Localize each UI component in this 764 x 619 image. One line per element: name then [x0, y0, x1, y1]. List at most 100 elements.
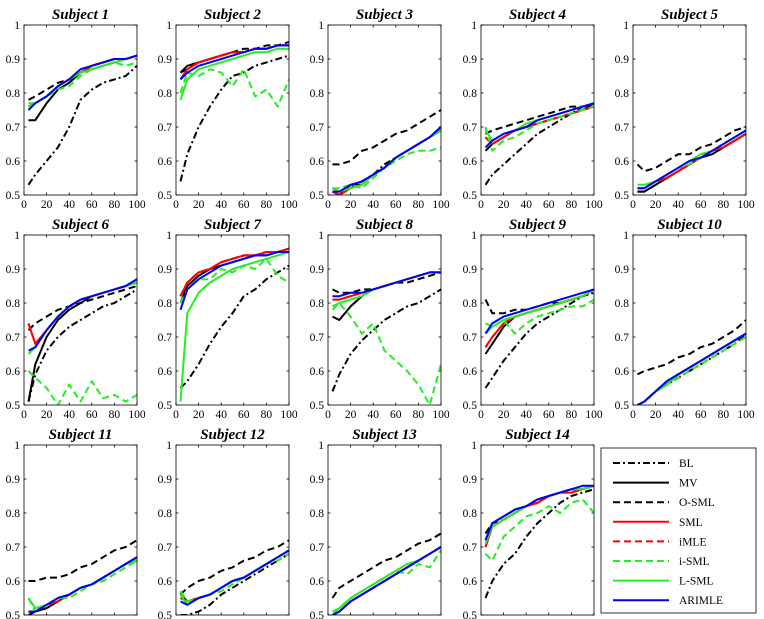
x-tick-label: 40	[215, 409, 227, 421]
y-tick-label: 0.6	[463, 156, 478, 168]
series-group	[484, 102, 594, 186]
series-line-o-sml	[637, 319, 746, 376]
legend-label: ARIMLE	[679, 595, 723, 607]
y-tick-label: 0.6	[158, 366, 173, 378]
series-line-arimle	[179, 44, 289, 81]
y-tick-label: 0.9	[615, 54, 630, 66]
series-line-bl	[179, 54, 289, 182]
series-group	[27, 539, 137, 615]
y-tick-label: 0.8	[310, 508, 325, 520]
y-tick-label: 1	[318, 230, 324, 242]
subplot-title: Subject 7	[204, 217, 262, 233]
x-tick-label: 0	[21, 409, 27, 421]
subplot-5: Subject 5 0 20 40 60 80 100 0.5 0.6 0.7 0.8 0.9 1	[615, 7, 755, 211]
y-tick-label: 0.9	[158, 54, 173, 66]
y-tick-label: 0.5	[463, 610, 478, 619]
x-tick-label: 20	[650, 199, 662, 211]
y-tick-label: 0.7	[463, 542, 478, 554]
x-tick-label: 100	[737, 199, 755, 211]
subplot-title: Subject 8	[356, 217, 414, 233]
x-tick-label: 80	[261, 409, 273, 421]
series-line-arimle	[484, 102, 594, 149]
x-tick-label: 80	[413, 409, 425, 421]
y-tick-label: 1	[623, 20, 629, 32]
y-tick-label: 0.9	[310, 264, 325, 276]
y-tick-label: 0.8	[615, 298, 630, 310]
x-tick-label: 40	[215, 199, 227, 211]
plot-area	[176, 25, 289, 195]
y-tick-label: 0.7	[615, 122, 630, 134]
subplot-title: Subject 14	[505, 427, 570, 443]
plot-area	[481, 25, 594, 195]
x-tick-label: 100	[432, 199, 450, 211]
axes-frame	[175, 234, 290, 406]
subplot-title: Subject 4	[509, 7, 567, 23]
x-tick-label: 60	[390, 409, 402, 421]
y-tick-label: 0.5	[615, 400, 630, 412]
y-tick-label: 1	[166, 440, 172, 452]
subplot-9: Subject 9 0 20 40 60 80 100 0.5 0.6 0.7 0.8 0.9 1	[463, 217, 603, 421]
x-tick-label: 60	[695, 199, 707, 211]
x-tick-label: 40	[672, 409, 684, 421]
x-tick-label: 20	[193, 199, 205, 211]
y-tick-label: 0.8	[158, 508, 173, 520]
legend-label: L-SML	[679, 576, 714, 588]
y-tick-label: 0.9	[158, 474, 173, 486]
series-line-l-sml	[179, 47, 289, 101]
plot-area	[328, 235, 441, 405]
y-tick-label: 1	[14, 440, 20, 452]
series-line-o-sml	[27, 285, 137, 331]
axes-frame	[480, 444, 595, 616]
y-tick-label: 0.8	[158, 298, 173, 310]
x-tick-label: 20	[498, 409, 510, 421]
x-tick-label: 40	[367, 199, 379, 211]
y-tick-label: 0.6	[158, 156, 173, 168]
legend-label: MV	[679, 478, 698, 490]
y-tick-label: 0.8	[6, 298, 21, 310]
series-line-o-sml	[28, 539, 137, 582]
series-group	[331, 532, 441, 615]
subplot-title: Subject 6	[52, 217, 110, 233]
y-tick-label: 0.8	[615, 88, 630, 100]
x-tick-label: 40	[367, 409, 379, 421]
series-line-arimle	[484, 288, 594, 335]
series-line-arimle	[637, 129, 746, 190]
series-line-o-sml	[332, 271, 441, 294]
x-tick-label: 100	[280, 199, 298, 211]
legend-box	[600, 447, 757, 614]
y-tick-label: 0.6	[463, 366, 478, 378]
y-tick-label: 0.7	[463, 122, 478, 134]
x-tick-label: 0	[21, 199, 27, 211]
y-tick-label: 0.8	[463, 508, 478, 520]
subplot-title: Subject 12	[200, 427, 265, 443]
y-tick-label: 0.7	[310, 542, 325, 554]
subplot-title: Subject 10	[657, 217, 722, 233]
y-tick-label: 0.7	[158, 332, 173, 344]
x-tick-label: 60	[86, 199, 98, 211]
x-tick-label: 20	[41, 199, 53, 211]
series-line-arimle	[27, 54, 137, 111]
subplot-10: Subject 10 0 20 40 60 80 100 0.5 0.6 0.7 0.8 0.9 1	[615, 217, 755, 421]
x-tick-label: 100	[432, 409, 450, 421]
series-line-imle	[179, 247, 289, 297]
subplot-4: Subject 4 0 20 40 60 80 100 0.5 0.6 0.7 0.8 0.9 1	[463, 7, 603, 211]
axes-frame	[175, 444, 290, 616]
y-tick-label: 1	[318, 440, 324, 452]
x-tick-label: 80	[261, 199, 273, 211]
y-tick-label: 0.5	[6, 190, 21, 202]
x-tick-label: 20	[345, 199, 357, 211]
subplot-title: Subject 9	[509, 217, 567, 233]
series-line-o-sml	[332, 109, 441, 166]
axes-frame	[632, 234, 747, 406]
subplot-8: Subject 8 0 20 40 60 80 100 0.5 0.6 0.7 0.8 0.9 1	[310, 217, 450, 421]
y-tick-label: 1	[471, 230, 477, 242]
series-line-i-sml	[179, 68, 289, 108]
y-tick-label: 0.9	[6, 474, 21, 486]
series-line-arimle	[28, 278, 137, 352]
y-tick-label: 1	[166, 20, 172, 32]
legend-label: BL	[679, 458, 694, 470]
x-tick-label: 60	[543, 199, 555, 211]
series-group	[637, 319, 746, 405]
x-tick-label: 40	[63, 199, 75, 211]
series-group	[27, 278, 137, 405]
